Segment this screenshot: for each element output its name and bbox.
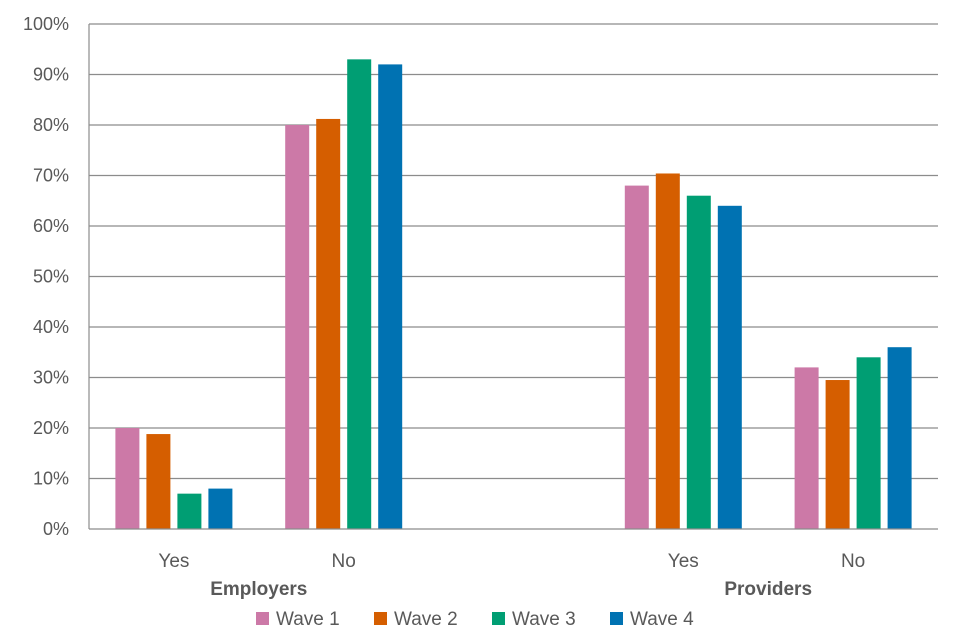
bar-wave-1 — [285, 125, 310, 529]
bar-wave-4 — [887, 347, 912, 529]
legend-label: Wave 2 — [394, 609, 458, 630]
legend-swatch — [256, 612, 269, 625]
bar-wave-3 — [856, 357, 881, 529]
bar-wave-4 — [717, 205, 742, 530]
legend-label: Wave 3 — [512, 609, 576, 630]
category-labels: Yes No Yes No — [158, 551, 865, 572]
x-category-label: No — [841, 551, 865, 572]
y-tick-label: 30% — [33, 368, 69, 388]
legend: Wave 1 Wave 2 Wave 3 Wave 4 — [256, 609, 694, 630]
x-category-label: Yes — [158, 551, 189, 572]
bar-wave-1 — [115, 428, 140, 529]
bar-wave-2 — [316, 118, 341, 529]
bar-wave-4 — [378, 64, 403, 530]
y-tick-label: 50% — [33, 267, 69, 287]
y-tick-label: 0% — [43, 519, 69, 539]
x-group-label: Employers — [210, 579, 307, 600]
y-tick-label: 60% — [33, 216, 69, 236]
legend-swatch — [492, 612, 505, 625]
x-group-label: Providers — [724, 579, 812, 600]
axes — [88, 24, 938, 530]
bar-wave-3 — [686, 195, 711, 529]
y-tick-label: 70% — [33, 166, 69, 186]
bar-wave-4 — [208, 488, 233, 529]
y-tick-label: 20% — [33, 418, 69, 438]
y-axis-tick-labels: 0% 10% 20% 30% 40% 50% 60% 70% 80% 90% 100% — [23, 14, 69, 539]
y-tick-label: 40% — [33, 317, 69, 337]
bar-wave-2 — [825, 380, 850, 529]
legend-label: Wave 4 — [630, 609, 694, 630]
y-tick-label: 80% — [33, 115, 69, 135]
bar-wave-3 — [347, 59, 372, 529]
bars — [115, 59, 912, 530]
legend-swatch — [610, 612, 623, 625]
y-tick-label: 90% — [33, 65, 69, 85]
y-tick-label: 100% — [23, 14, 69, 34]
gridlines — [89, 23, 938, 480]
bar-wave-2 — [655, 173, 680, 530]
group-labels: Employers Providers — [210, 579, 812, 600]
x-category-label: Yes — [668, 551, 699, 572]
legend-label: Wave 1 — [276, 609, 340, 630]
legend-swatch — [374, 612, 387, 625]
x-category-label: No — [332, 551, 356, 572]
bar-wave-1 — [624, 185, 649, 529]
bar-wave-3 — [177, 493, 202, 529]
bar-wave-1 — [794, 367, 819, 529]
y-tick-label: 10% — [33, 469, 69, 489]
bar-wave-2 — [146, 434, 171, 529]
